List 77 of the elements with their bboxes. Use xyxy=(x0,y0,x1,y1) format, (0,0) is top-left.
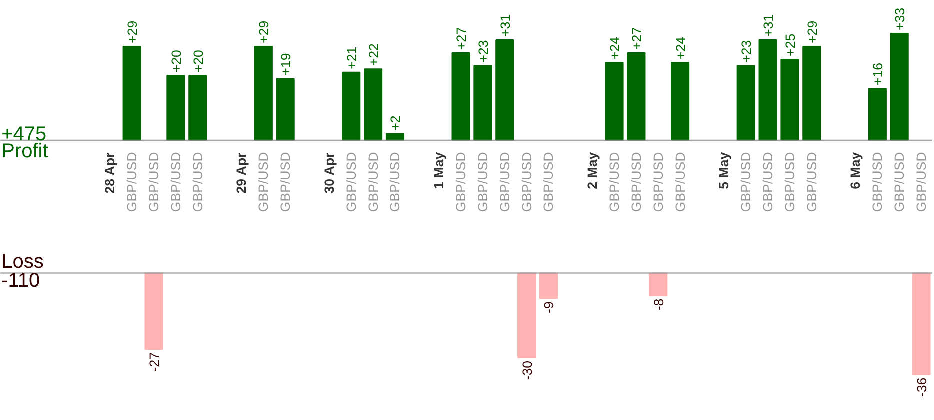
bar xyxy=(364,68,383,141)
data-label: +31 xyxy=(498,14,513,38)
x-tick-label: GBP/USD xyxy=(344,152,359,212)
x-tick-label: GBP/USD xyxy=(146,152,162,212)
x-tick-label: GBP/USD xyxy=(388,152,403,212)
x-tick-label: GBP/USD xyxy=(541,152,556,212)
x-tick-label: GBP/USD xyxy=(190,152,206,212)
x-tick-label: GBP/USD xyxy=(672,152,688,212)
data-label: +25 xyxy=(782,34,798,56)
data-label: +23 xyxy=(739,40,754,63)
x-tick-label: GBP/USD xyxy=(497,152,512,212)
x-tick-label: 30 Apr xyxy=(322,152,337,194)
x-tick-label: GBP/USD xyxy=(870,152,886,212)
data-label: -9 xyxy=(542,302,557,314)
bar xyxy=(780,58,800,141)
data-label: +22 xyxy=(366,44,382,66)
bar xyxy=(188,75,208,141)
x-tick-label: 1 May xyxy=(432,152,447,190)
bar xyxy=(868,88,887,141)
x-tick-label: 2 May xyxy=(585,152,600,190)
data-label: +29 xyxy=(256,20,272,44)
x-tick-label: GBP/USD xyxy=(607,152,622,212)
data-label: +21 xyxy=(344,46,360,70)
x-tick-label: GBP/USD xyxy=(650,152,666,212)
bar xyxy=(627,52,646,141)
x-tick-label: GBP/USD xyxy=(168,152,184,212)
data-label: +24 xyxy=(608,36,623,60)
x-tick-label: GBP/USD xyxy=(782,152,798,212)
data-label: +33 xyxy=(892,8,908,31)
x-tick-label: GBP/USD xyxy=(914,152,930,212)
x-tick-label: 28 Apr xyxy=(102,152,118,194)
bar xyxy=(276,78,295,141)
bar xyxy=(671,62,690,141)
bar xyxy=(474,65,492,141)
bar xyxy=(496,40,514,141)
bar xyxy=(452,52,470,141)
data-label: +27 xyxy=(454,27,470,50)
x-tick-label: GBP/USD xyxy=(892,152,908,212)
x-tick-label: GBP/USD xyxy=(454,152,469,212)
x-tick-label: GBP/USD xyxy=(519,152,534,212)
bar xyxy=(342,72,361,141)
x-tick-label: GBP/USD xyxy=(628,152,644,212)
data-label: +27 xyxy=(629,27,644,50)
x-tick-label: GBP/USD xyxy=(760,152,776,212)
bar xyxy=(736,65,756,141)
data-label: +20 xyxy=(190,50,206,73)
bar xyxy=(254,46,273,141)
text: Profit xyxy=(2,140,49,162)
data-label: +23 xyxy=(476,40,491,63)
data-label: -8 xyxy=(651,298,666,311)
x-tick-label: 6 May xyxy=(848,152,864,190)
x-tick-label: GBP/USD xyxy=(256,152,272,212)
data-label: -30 xyxy=(520,360,535,380)
bar xyxy=(758,40,778,141)
x-tick-label: 5 May xyxy=(716,152,732,190)
data-label: +16 xyxy=(870,62,886,86)
data-label: +19 xyxy=(278,53,294,76)
bar xyxy=(802,46,822,141)
x-tick-label: GBP/USD xyxy=(366,152,381,212)
bar xyxy=(605,62,624,141)
data-label: +24 xyxy=(673,36,688,60)
bar xyxy=(122,46,142,141)
x-tick-label: GBP/USD xyxy=(738,152,754,212)
data-label: +29 xyxy=(804,20,820,44)
data-label: +31 xyxy=(761,14,776,38)
bar xyxy=(166,75,186,141)
x-tick-label: 29 Apr xyxy=(234,152,250,194)
data-label: -27 xyxy=(147,352,162,372)
data-label: +20 xyxy=(168,50,184,73)
data-label: +29 xyxy=(125,20,140,44)
x-tick-label: GBP/USD xyxy=(278,152,294,212)
bar xyxy=(890,33,909,141)
x-tick-label: GBP/USD xyxy=(124,152,140,212)
data-label: -36 xyxy=(914,378,930,398)
data-label: +2 xyxy=(388,116,404,131)
x-tick-label: GBP/USD xyxy=(804,152,820,212)
x-tick-label: GBP/USD xyxy=(475,152,490,212)
